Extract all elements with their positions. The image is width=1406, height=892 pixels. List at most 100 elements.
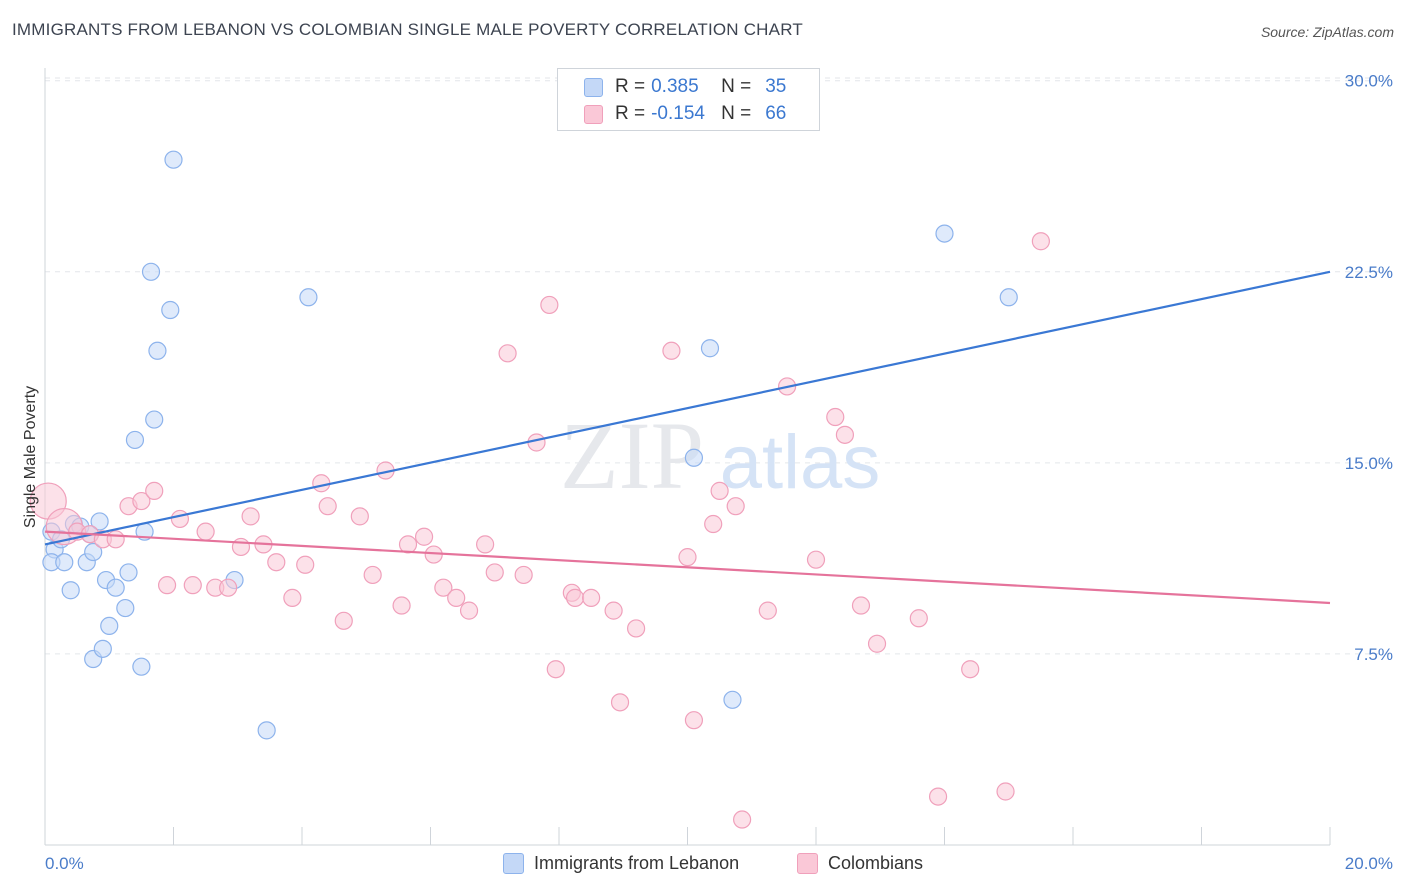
data-point [758, 601, 777, 620]
data-point [219, 578, 238, 597]
data-point [119, 563, 138, 582]
legend-n-value-lebanon: 35 [765, 76, 787, 97]
trend-lines [44, 270, 1331, 605]
data-point [540, 295, 559, 315]
data-point [867, 634, 887, 653]
data-point [684, 711, 704, 730]
data-point [565, 588, 585, 607]
data-point [514, 565, 533, 585]
data-point [93, 639, 112, 658]
data-point [476, 535, 495, 554]
data-point [806, 550, 826, 569]
y-axis-label: Single Male Poverty [22, 386, 39, 528]
data-point [132, 491, 151, 511]
data-point [447, 588, 466, 607]
data-point [398, 535, 418, 554]
y-tick-label: 30.0% [1345, 72, 1393, 91]
data-point [170, 509, 190, 529]
data-point [90, 512, 109, 531]
legend-swatch-lebanon [584, 77, 603, 97]
data-point [826, 407, 845, 427]
watermark-zip: ZIP [560, 402, 704, 509]
tick-labels: 7.5% 15.0% 22.5% 30.0% 0.0% 20.0% [45, 72, 1393, 873]
data-point [1031, 232, 1050, 251]
data-point [392, 596, 411, 615]
legend-n-label: N = [721, 103, 752, 124]
data-point [835, 425, 855, 444]
data-point [132, 657, 151, 676]
legend-n-value-colombians: 66 [765, 103, 787, 124]
watermark-atlas: atlas [720, 420, 881, 505]
data-point [961, 660, 980, 679]
data-point [582, 588, 601, 607]
data-point [999, 288, 1018, 307]
data-point [434, 578, 453, 597]
data-point [851, 596, 871, 615]
data-point [733, 810, 752, 829]
series-colombians-points [29, 232, 1050, 829]
data-point [350, 507, 369, 526]
data-point [164, 150, 183, 169]
trend-line-colombians [44, 530, 1331, 605]
data-point [909, 609, 928, 628]
data-point [196, 522, 215, 541]
data-point [414, 527, 434, 546]
data-point [726, 497, 745, 516]
data-point [148, 341, 167, 360]
correlation-legend: R = 0.385 N = 35 R = -0.154 N = 66 [557, 68, 820, 131]
data-point [141, 262, 161, 281]
data-point [267, 553, 286, 572]
bottom-legend-swatch-lebanon [503, 853, 524, 874]
data-point [626, 619, 646, 638]
x-tick-label: 20.0% [1345, 854, 1393, 873]
y-tick-label: 7.5% [1354, 645, 1393, 664]
source-label: Source: ZipAtlas.com [1260, 24, 1394, 40]
data-point [257, 721, 276, 740]
data-point [106, 530, 125, 549]
data-point [662, 341, 681, 360]
data-point [710, 481, 729, 500]
trend-line-lebanon [44, 270, 1331, 546]
data-point [145, 410, 164, 429]
bottom-legend-swatch-colombians [797, 853, 818, 874]
data-point [498, 344, 517, 363]
data-point [116, 598, 135, 618]
data-point [704, 514, 723, 534]
legend-row-lebanon: R = 0.385 N = 35 [584, 75, 786, 99]
data-point [678, 548, 697, 567]
data-point [241, 507, 260, 526]
data-point [296, 555, 315, 574]
data-point [283, 588, 302, 607]
axes [44, 68, 1331, 846]
data-point [106, 578, 125, 597]
data-point [231, 537, 251, 557]
data-point [125, 430, 145, 450]
data-point [723, 690, 742, 709]
data-point [157, 576, 177, 595]
data-point [996, 782, 1015, 801]
data-point [928, 787, 948, 806]
data-point [700, 339, 720, 358]
legend-r-value-colombians: -0.154 [651, 103, 705, 124]
data-point [684, 448, 704, 467]
data-point [334, 611, 353, 630]
legend-row-colombians: R = -0.154 N = 66 [584, 102, 786, 126]
data-point [161, 300, 180, 320]
legend-n-label: N = [721, 76, 752, 97]
data-point [312, 474, 331, 493]
data-point [935, 224, 954, 243]
bottom-legend-lebanon[interactable]: Immigrants from Lebanon [503, 853, 739, 874]
legend-r-label: R = [615, 103, 646, 124]
bottom-legend-colombians[interactable]: Colombians [797, 853, 923, 874]
legend-swatch-colombians [584, 104, 603, 124]
data-point [610, 693, 630, 712]
legend-r-label: R = [615, 76, 646, 97]
gridlines [45, 77, 1392, 655]
data-point [318, 497, 337, 516]
chart-title: IMMIGRANTS FROM LEBANON VS COLOMBIAN SIN… [12, 20, 803, 39]
data-point [84, 542, 103, 562]
y-tick-label: 15.0% [1345, 454, 1393, 473]
data-point [61, 581, 80, 600]
y-tick-label: 22.5% [1345, 263, 1393, 282]
